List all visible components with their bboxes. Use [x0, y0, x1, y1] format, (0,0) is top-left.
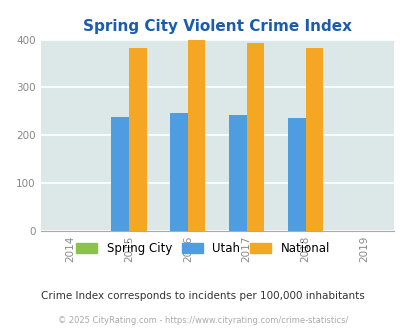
Title: Spring City Violent Crime Index: Spring City Violent Crime Index — [83, 19, 351, 34]
Text: Crime Index corresponds to incidents per 100,000 inhabitants: Crime Index corresponds to incidents per… — [41, 291, 364, 301]
Bar — [287, 118, 305, 231]
Legend: Spring City, Utah, National: Spring City, Utah, National — [76, 242, 329, 255]
Text: © 2025 CityRating.com - https://www.cityrating.com/crime-statistics/: © 2025 CityRating.com - https://www.city… — [58, 316, 347, 325]
Bar — [228, 115, 246, 231]
Bar — [246, 43, 264, 231]
Bar — [170, 113, 187, 231]
Bar — [111, 116, 128, 231]
Bar — [128, 48, 146, 231]
Bar — [305, 48, 322, 231]
Bar — [188, 40, 205, 231]
